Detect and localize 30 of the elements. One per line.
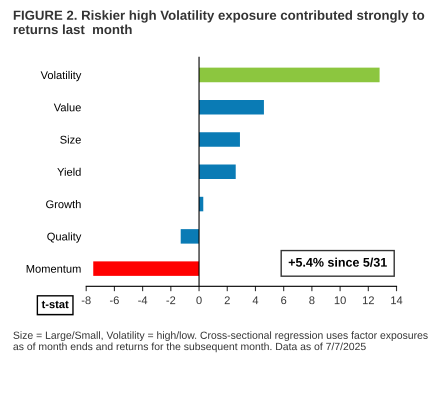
bar bbox=[180, 229, 200, 244]
x-tick-label: 14 bbox=[391, 296, 402, 304]
x-tick-label: 2 bbox=[224, 296, 230, 304]
x-tick-label: -2 bbox=[166, 296, 176, 304]
bar bbox=[93, 261, 200, 276]
y-tick-label: Momentum bbox=[26, 265, 81, 273]
chart-title: FIGURE 2. Riskier high Volatility exposure contributed strongly to returns last month bbox=[14, 10, 424, 34]
bar bbox=[199, 100, 264, 114]
x-tick-label: -4 bbox=[138, 296, 148, 304]
annotation: +5.4% since 5/31 bbox=[288, 258, 387, 267]
x-tick-label: 4 bbox=[252, 296, 258, 304]
x-tick-label: 0 bbox=[196, 296, 202, 304]
x-tick-label: 12 bbox=[362, 296, 374, 304]
text: Size = Large/Small, Volatility = high/low. Cross-sectional regression uses factor exposures as of month ends and returns for the subsequent month. Data as of 7/7/2025 bbox=[13, 331, 428, 352]
bar bbox=[199, 68, 380, 82]
x-tick-label: -6 bbox=[110, 296, 119, 304]
bar bbox=[199, 164, 236, 180]
x-axis-title: t-stat bbox=[42, 300, 69, 308]
x-tick-label: 10 bbox=[334, 296, 346, 304]
x-tick-label: -8 bbox=[82, 296, 91, 304]
y-tick-label: Growth bbox=[46, 200, 81, 208]
y-tick-label: Value bbox=[54, 103, 81, 112]
x-tick-label: 8 bbox=[309, 296, 314, 304]
y-tick-label: Volatility bbox=[40, 70, 82, 82]
y-tick-label: Yield bbox=[57, 168, 81, 176]
bar bbox=[199, 196, 204, 212]
x-tick-label: 6 bbox=[281, 296, 286, 304]
bar bbox=[199, 132, 240, 147]
y-tick-label: Size bbox=[60, 135, 81, 144]
y-tick-label: Quality bbox=[47, 232, 82, 243]
